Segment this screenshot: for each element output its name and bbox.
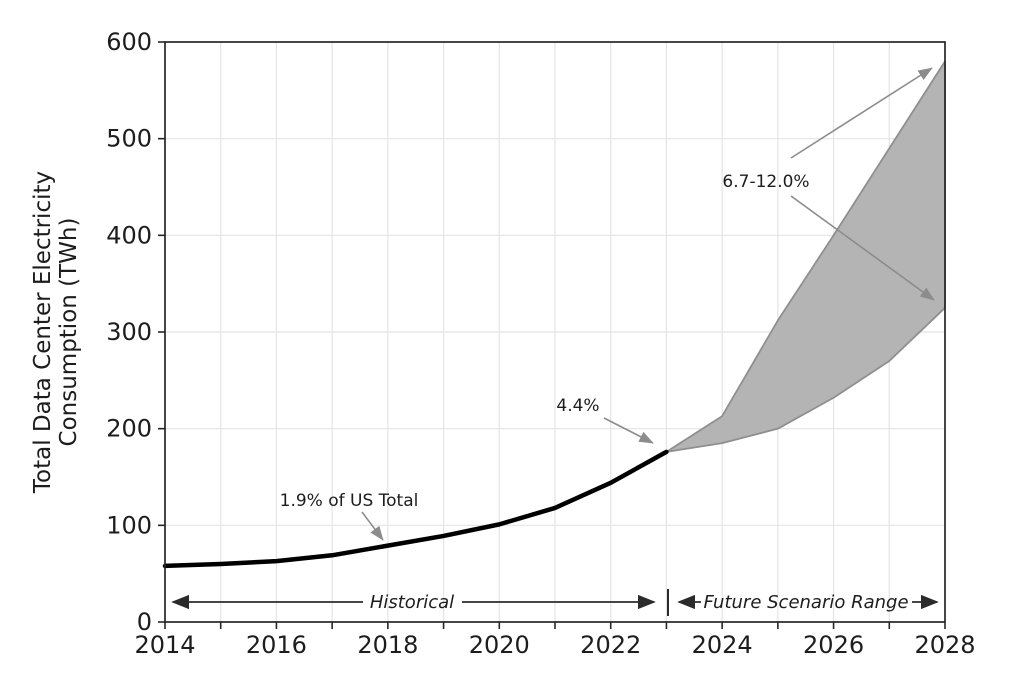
y-axis-label-line1: Total Data Center Electricity	[30, 171, 56, 494]
annotation-pct-2028: 6.7-12.0%	[722, 172, 809, 192]
y-tick-label: 100	[106, 511, 152, 539]
y-tick-label: 400	[106, 221, 152, 249]
annotation-arrow-2028-low	[790, 195, 935, 301]
y-tick-label: 300	[106, 318, 152, 346]
y-axis-label: Total Data Center Electricity Consumptio…	[30, 171, 82, 494]
annotation-pct-2023: 4.4%	[556, 396, 599, 416]
y-tick-label: 0	[137, 608, 152, 636]
x-tick-label: 2016	[246, 631, 307, 659]
x-tick-label: 2020	[469, 631, 530, 659]
annotation-arrow-2028-high	[790, 67, 933, 159]
y-tick-label: 600	[106, 28, 152, 56]
x-tick-label: 2024	[692, 631, 753, 659]
historical-line	[162, 449, 669, 569]
annotation-arrow-2018	[361, 511, 384, 541]
annotations: 1.9% of US Total 4.4% 6.7-12.0% Historic…	[171, 67, 939, 616]
axes: 2014 2016 2018 2020 2022 2024 2026 2028 0 100 200 3…	[106, 28, 975, 659]
x-tick-label: 2022	[580, 631, 641, 659]
y-axis-label-line2: Consumption (TWh)	[56, 218, 82, 447]
historical-span-label: Historical	[370, 592, 454, 613]
future-span-label: Future Scenario Range	[703, 592, 908, 613]
x-tick-label: 2014	[134, 631, 195, 659]
x-tick-label: 2026	[803, 631, 864, 659]
y-tick-label: 500	[106, 125, 152, 153]
y-tick-label: 200	[106, 415, 152, 443]
x-tick-label: 2018	[357, 631, 418, 659]
future-scenario-band	[665, 60, 946, 453]
annotation-pct-2018: 1.9% of US Total	[280, 491, 419, 511]
x-tick-label: 2028	[914, 631, 975, 659]
annotation-arrow-2023	[603, 417, 654, 444]
